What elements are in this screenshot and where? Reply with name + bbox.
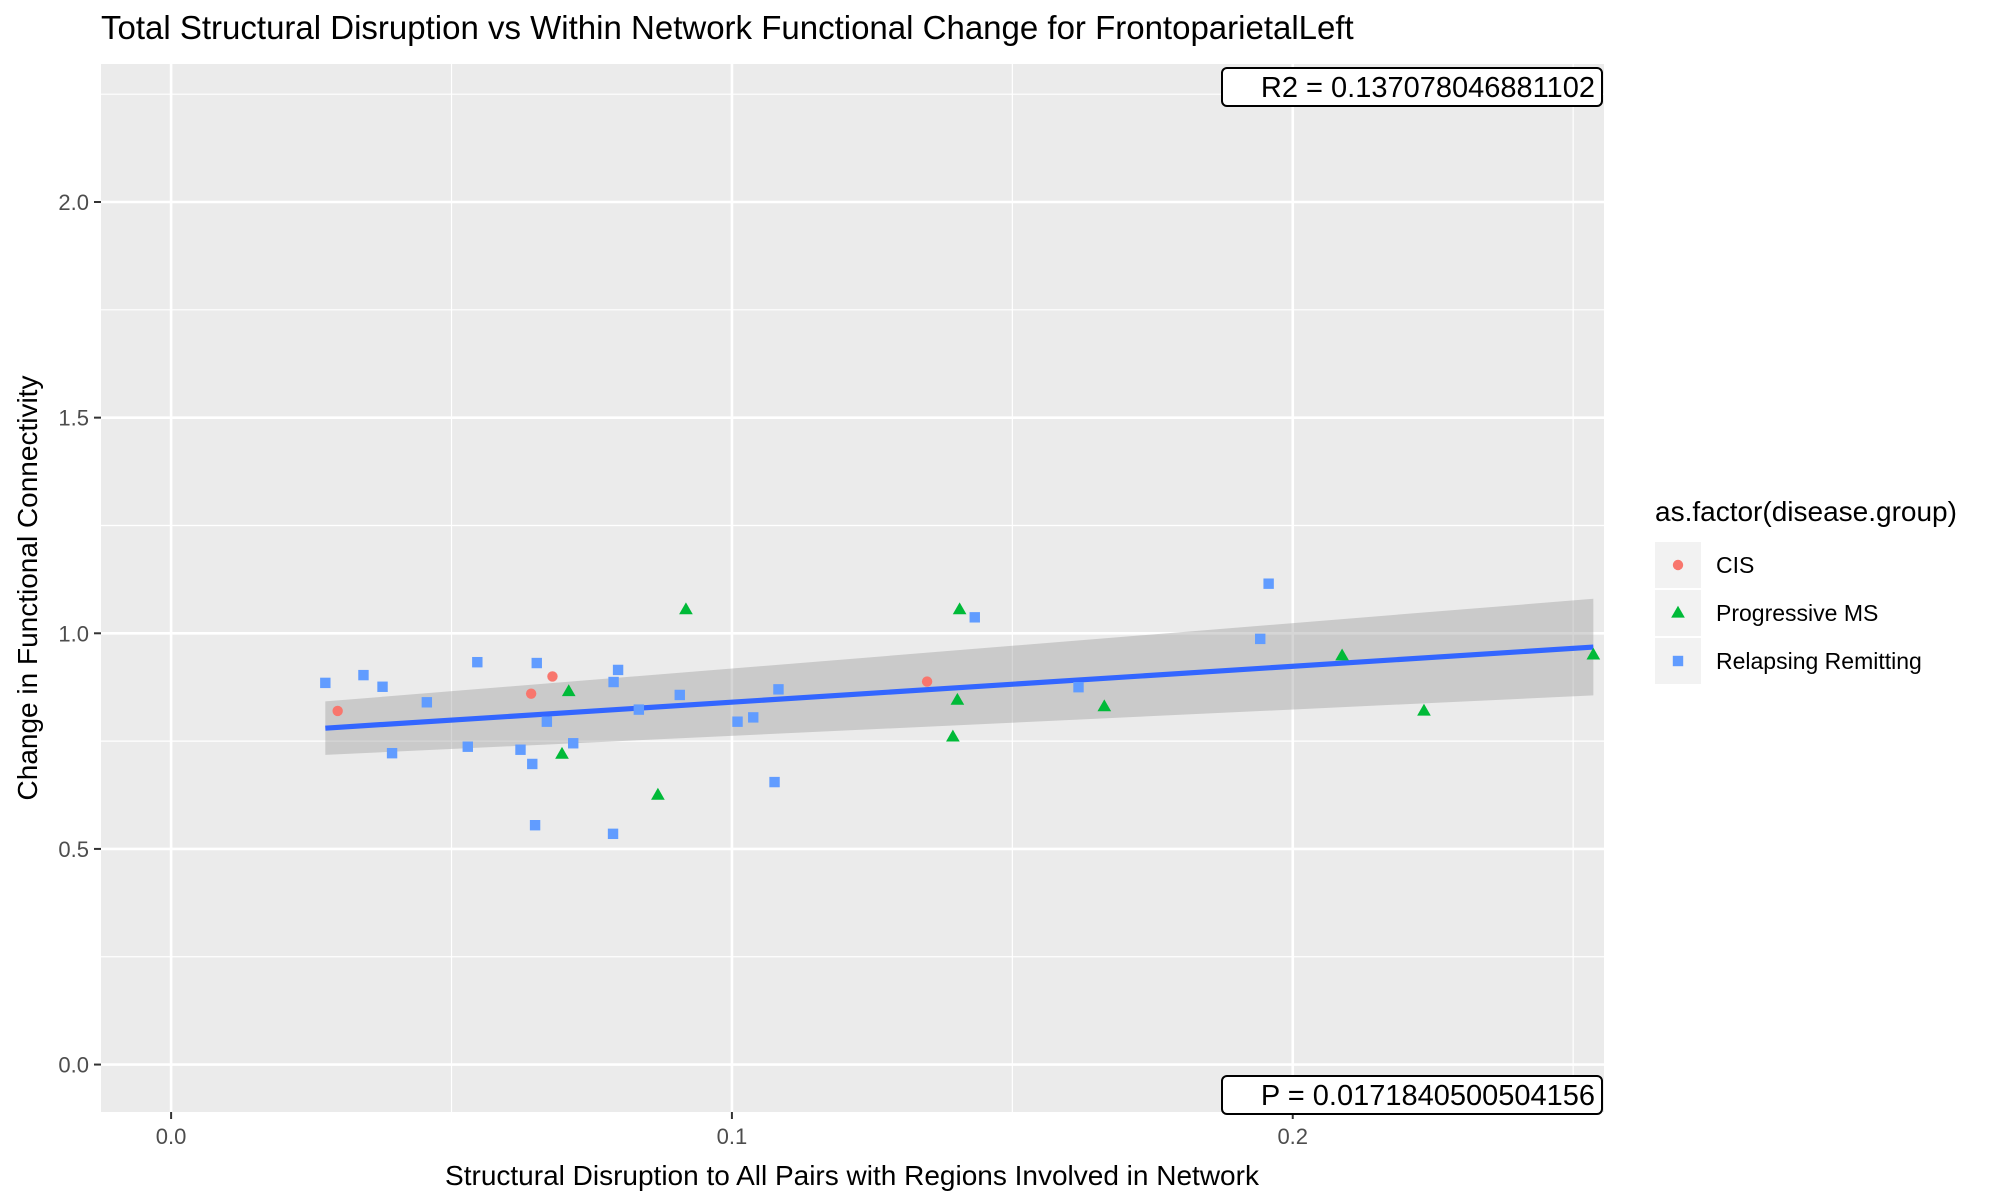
- point-relapsing-remitting: [732, 716, 743, 727]
- x-tick-label: 0.0: [156, 1124, 187, 1149]
- point-progressive-ms: [950, 692, 965, 705]
- p-value-annotation-text: P = 0.0171840500504156: [1261, 1080, 1595, 1112]
- point-relapsing-remitting: [421, 697, 433, 708]
- point-cis: [332, 705, 343, 717]
- point-relapsing-remitting: [531, 657, 542, 669]
- point-relapsing-remitting: [748, 712, 759, 723]
- major-gridlines: [101, 64, 1604, 1112]
- p-value-annotation-box: [1221, 1075, 1603, 1115]
- legend: as.factor(disease.group) CIS Progressive …: [1655, 496, 1957, 684]
- point-progressive-ms: [651, 787, 665, 800]
- plot-panel: [101, 64, 1604, 1112]
- point-progressive-ms: [561, 684, 576, 697]
- point-relapsing-remitting: [773, 684, 784, 695]
- point-progressive-ms: [952, 602, 967, 615]
- point-relapsing-remitting: [377, 681, 388, 692]
- point-relapsing-remitting: [358, 669, 369, 681]
- point-relapsing-remitting: [633, 704, 645, 715]
- point-progressive-ms: [1417, 703, 1431, 716]
- point-relapsing-remitting: [612, 664, 624, 676]
- regression-line-layer: [325, 644, 1594, 731]
- x-axis-label: Structural Disruption to All Pairs with …: [445, 1160, 1260, 1191]
- point-cis: [921, 676, 933, 687]
- r2-annotation-box: [1221, 67, 1603, 107]
- minor-gridlines: [101, 64, 1604, 1112]
- point-cis: [525, 688, 537, 699]
- point-relapsing-remitting: [541, 716, 553, 727]
- point-relapsing-remitting: [320, 677, 331, 689]
- point-relapsing-remitting: [527, 758, 538, 770]
- annotations: R2 = 0.137078046881102 P = 0.01718405005…: [1221, 67, 1603, 1115]
- y-tick-label: 0.0: [58, 1053, 89, 1078]
- legend-label-relapsing-remitting: Relapsing Remitting: [1716, 648, 1922, 674]
- chart-title: Total Structural Disruption vs Within Ne…: [101, 9, 1354, 46]
- x-tick-label: 0.2: [1277, 1124, 1308, 1149]
- point-relapsing-remitting: [1073, 681, 1084, 693]
- y-tick-label: 1.0: [58, 621, 89, 646]
- point-cis: [547, 671, 558, 682]
- point-progressive-ms: [679, 602, 693, 615]
- x-tick-label: 0.1: [717, 1124, 748, 1149]
- point-relapsing-remitting: [969, 612, 980, 623]
- legend-marker-relapsing-remitting: [1672, 655, 1684, 667]
- point-relapsing-remitting: [607, 828, 619, 840]
- legend-label-cis: CIS: [1716, 552, 1754, 578]
- point-progressive-ms: [1586, 647, 1601, 660]
- point-relapsing-remitting: [1263, 578, 1274, 589]
- regression-line: [325, 644, 1594, 731]
- legend-label-progressive-ms: Progressive MS: [1716, 600, 1878, 626]
- point-relapsing-remitting: [529, 820, 541, 831]
- legend-marker-cis: [1672, 559, 1684, 571]
- point-relapsing-remitting: [568, 738, 579, 749]
- point-relapsing-remitting: [674, 689, 685, 701]
- y-tick-label: 1.5: [58, 406, 89, 431]
- x-axis-ticks: 0.0 0.1 0.2: [156, 1112, 1308, 1149]
- r2-annotation-text: R2 = 0.137078046881102: [1261, 72, 1595, 104]
- legend-title: as.factor(disease.group): [1655, 496, 1957, 527]
- point-relapsing-remitting: [769, 776, 780, 788]
- point-relapsing-remitting: [1255, 633, 1266, 645]
- confidence-band: [325, 598, 1594, 755]
- point-relapsing-remitting: [608, 676, 619, 688]
- y-axis-ticks: 0.0 0.5 1.0 1.5 2.0: [58, 190, 101, 1078]
- data-points: [320, 578, 1601, 840]
- point-progressive-ms: [555, 746, 569, 759]
- confidence-band-layer: [325, 598, 1594, 755]
- y-tick-label: 0.5: [58, 837, 89, 862]
- point-relapsing-remitting: [462, 741, 473, 752]
- legend-marker-progressive-ms: [1671, 605, 1685, 618]
- point-relapsing-remitting: [472, 656, 483, 668]
- point-progressive-ms: [1335, 648, 1349, 661]
- point-relapsing-remitting: [515, 744, 526, 755]
- y-tick-label: 2.0: [58, 190, 89, 215]
- point-relapsing-remitting: [386, 747, 398, 759]
- point-progressive-ms: [1097, 699, 1112, 712]
- y-axis-label: Change in Functional Connectivity: [12, 376, 43, 801]
- point-progressive-ms: [946, 729, 960, 742]
